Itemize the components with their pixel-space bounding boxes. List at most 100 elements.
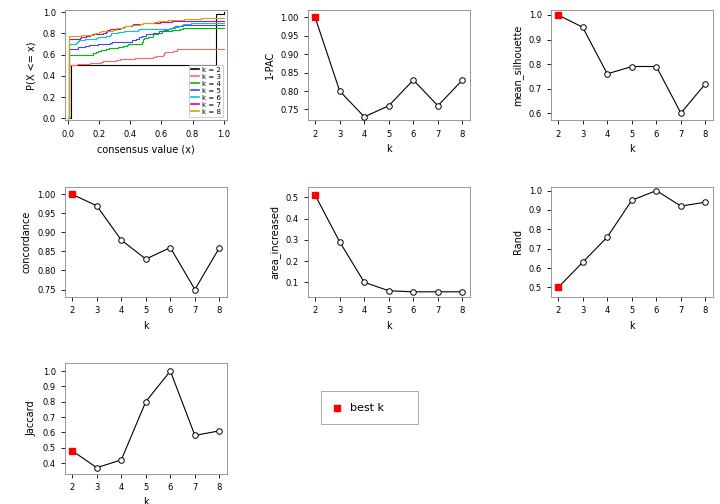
k = 8 xyxy=(120,24,129,30)
Legend: k = 2, k = 3, k = 4, k = 5, k = 6, k = 7, k = 8: k = 2, k = 3, k = 4, k = 5, k = 6, k = 7… xyxy=(189,65,223,117)
k = 2 xyxy=(220,9,228,15)
k = 8 xyxy=(127,22,136,28)
k = 3 xyxy=(168,48,177,54)
k = 8 xyxy=(207,15,215,21)
k = 7 xyxy=(138,20,147,26)
k = 5 xyxy=(168,25,176,31)
k = 8 xyxy=(150,19,159,25)
k = 5 xyxy=(106,40,114,46)
k = 8 xyxy=(63,115,72,121)
k = 3 xyxy=(181,46,190,52)
k = 5 xyxy=(171,23,179,29)
k = 7 xyxy=(106,26,114,32)
k = 5 xyxy=(148,30,157,36)
k = 3 xyxy=(99,58,108,64)
k = 6 xyxy=(75,37,84,43)
k = 8 xyxy=(140,20,149,26)
k = 5 xyxy=(63,115,72,121)
k = 8 xyxy=(136,21,145,27)
Line: k = 8: k = 8 xyxy=(68,18,224,118)
k = 8 xyxy=(164,18,173,24)
k = 4 xyxy=(180,25,189,31)
Y-axis label: P(X <= x): P(X <= x) xyxy=(27,41,37,90)
k = 5 xyxy=(107,39,116,45)
k = 3 xyxy=(131,55,140,61)
k = 4 xyxy=(192,25,200,31)
k = 4 xyxy=(89,50,97,56)
k = 4 xyxy=(91,49,100,55)
k = 3 xyxy=(173,46,181,52)
k = 4 xyxy=(138,36,147,42)
k = 6 xyxy=(114,29,122,35)
k = 4 xyxy=(138,39,146,45)
k = 7 xyxy=(76,35,85,41)
k = 5 xyxy=(168,24,177,30)
k = 5 xyxy=(84,42,93,48)
k = 5 xyxy=(199,22,207,28)
k = 8 xyxy=(112,27,120,33)
k = 4 xyxy=(197,25,206,31)
k = 8 xyxy=(121,23,130,29)
k = 6 xyxy=(81,36,89,42)
k = 4 xyxy=(63,115,72,121)
k = 2 xyxy=(63,115,72,121)
k = 3 xyxy=(160,50,168,56)
k = 5 xyxy=(135,34,143,40)
k = 4 xyxy=(104,44,113,50)
k = 7 xyxy=(156,19,165,25)
k = 5 xyxy=(127,37,136,43)
k = 6 xyxy=(73,39,81,45)
k = 7 xyxy=(198,18,207,24)
k = 3 xyxy=(86,60,94,66)
k = 3 xyxy=(189,46,198,52)
X-axis label: k: k xyxy=(629,321,634,331)
k = 8 xyxy=(192,16,201,22)
Y-axis label: Rand: Rand xyxy=(513,229,523,255)
k = 5 xyxy=(131,36,140,42)
Y-axis label: Jaccard: Jaccard xyxy=(27,401,37,436)
k = 8 xyxy=(96,28,105,34)
k = 6 xyxy=(148,26,157,32)
k = 6 xyxy=(107,31,115,37)
k = 7 xyxy=(192,18,201,24)
k = 4 xyxy=(195,25,204,31)
k = 3 xyxy=(63,115,72,121)
k = 8 xyxy=(164,17,173,23)
k = 3 xyxy=(169,47,178,53)
k = 6 xyxy=(71,40,80,46)
X-axis label: k: k xyxy=(143,497,148,504)
k = 8 xyxy=(220,15,228,21)
k = 5 xyxy=(194,22,202,28)
k = 7 xyxy=(102,28,111,34)
k = 5 xyxy=(65,46,73,52)
k = 4 xyxy=(168,27,177,33)
k = 4 xyxy=(165,28,174,34)
k = 7 xyxy=(168,18,176,24)
k = 3 xyxy=(158,52,167,58)
k = 8 xyxy=(197,15,205,21)
k = 6 xyxy=(94,34,103,40)
k = 4 xyxy=(96,46,105,52)
Line: k = 6: k = 6 xyxy=(68,23,224,118)
k = 4 xyxy=(65,51,73,57)
k = 7 xyxy=(220,18,228,24)
k = 6 xyxy=(174,23,183,29)
k = 4 xyxy=(123,41,132,47)
k = 7 xyxy=(127,22,136,28)
k = 6 xyxy=(171,24,179,30)
k = 6 xyxy=(135,26,143,32)
k = 8 xyxy=(166,17,174,23)
k = 7 xyxy=(98,30,107,36)
Y-axis label: area_increased: area_increased xyxy=(269,205,280,279)
k = 4 xyxy=(148,32,157,38)
k = 6 xyxy=(189,20,198,26)
k = 7 xyxy=(120,23,129,29)
k = 7 xyxy=(65,36,73,42)
k = 6 xyxy=(179,21,188,27)
k = 8 xyxy=(179,16,188,22)
k = 7 xyxy=(196,18,204,24)
k = 6 xyxy=(206,20,215,26)
k = 5 xyxy=(74,44,83,50)
k = 6 xyxy=(91,35,100,41)
X-axis label: k: k xyxy=(143,321,148,331)
